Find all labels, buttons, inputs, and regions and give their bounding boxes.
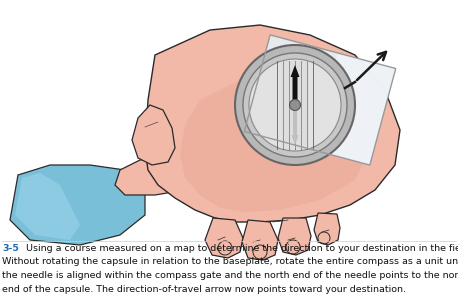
Polygon shape	[278, 218, 311, 255]
Polygon shape	[115, 155, 205, 195]
Polygon shape	[10, 165, 145, 245]
Bar	[281, 61, 309, 149]
Polygon shape	[205, 218, 243, 258]
Text: Without rotating the capsule in relation to the baseplate, rotate the entire com: Without rotating the capsule in relation…	[2, 257, 458, 266]
Circle shape	[235, 45, 355, 165]
Polygon shape	[15, 173, 80, 240]
Polygon shape	[180, 78, 370, 212]
Polygon shape	[145, 25, 400, 222]
FancyArrow shape	[291, 105, 299, 145]
FancyArrow shape	[290, 65, 300, 105]
Polygon shape	[242, 220, 278, 260]
Text: Using a course measured on a map to determine the direction to your destination : Using a course measured on a map to dete…	[26, 244, 458, 253]
Circle shape	[243, 53, 347, 157]
Polygon shape	[244, 35, 396, 165]
Polygon shape	[312, 53, 396, 165]
Polygon shape	[314, 213, 340, 245]
Polygon shape	[132, 105, 175, 165]
Circle shape	[289, 100, 300, 111]
Text: 3-5: 3-5	[2, 244, 19, 253]
Text: the needle is aligned within the compass gate and the north end of the needle po: the needle is aligned within the compass…	[2, 271, 458, 280]
Circle shape	[249, 59, 341, 151]
Text: end of the capsule. The direction-of-travel arrow now points toward your destina: end of the capsule. The direction-of-tra…	[2, 285, 406, 294]
